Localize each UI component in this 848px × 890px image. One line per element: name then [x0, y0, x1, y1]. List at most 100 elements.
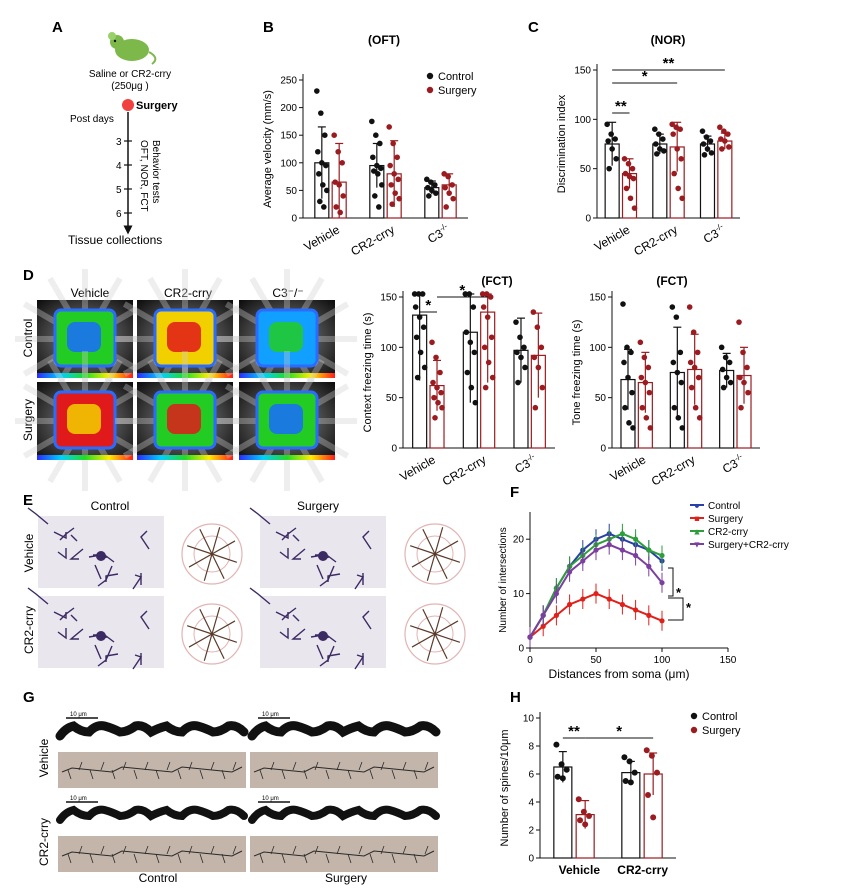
data-point: [433, 354, 439, 361]
treatment-label: Saline or CR2-crry: [89, 69, 171, 80]
data-point: [479, 291, 486, 297]
data-point: [429, 339, 435, 346]
data-point: [580, 558, 586, 564]
data-point: [437, 369, 443, 376]
data-point: [719, 366, 726, 373]
dendrite-stroke: [94, 564, 102, 580]
data-point: [432, 182, 438, 188]
data-point: [675, 185, 681, 192]
spine: [232, 761, 237, 771]
y-tick-label: 0: [585, 214, 591, 225]
legend-marker: ▲: [693, 527, 702, 537]
data-point: [319, 160, 325, 166]
data-point: [622, 404, 628, 411]
data-point: [722, 354, 729, 361]
spine: [155, 853, 160, 864]
trace-shaft: [253, 766, 435, 773]
y-tick-label: 100: [380, 343, 397, 354]
y-tick-label: 200: [280, 103, 297, 114]
data-point: [386, 124, 392, 130]
data-point: [340, 193, 346, 199]
data-point: [580, 596, 586, 602]
data-point: [646, 389, 653, 396]
trace-branch: [426, 633, 436, 661]
data-point: [633, 552, 639, 559]
data-point: [690, 329, 697, 336]
data-point: [669, 121, 675, 128]
legend-marker: [690, 712, 698, 720]
data-point: [538, 344, 545, 351]
y-tick-label: 4: [528, 798, 534, 809]
data-point: [413, 334, 420, 341]
dendrite-stroke: [69, 548, 84, 560]
data-point: [314, 88, 320, 94]
data-point: [646, 612, 652, 618]
data-point: [700, 141, 707, 147]
data-point: [659, 552, 665, 559]
heatmap-blob: [269, 322, 303, 352]
data-point: [417, 349, 424, 356]
legend-label: Control: [708, 501, 740, 512]
data-point: [656, 131, 662, 137]
significance-label: *: [676, 585, 682, 600]
y-tick-label: 0: [391, 444, 397, 455]
post-days-label: Post days: [70, 114, 114, 125]
spine: [122, 761, 127, 771]
surgery-label: Surgery: [136, 100, 178, 112]
significance-label: *: [459, 282, 465, 299]
data-point: [316, 171, 322, 177]
dendrite-shaft: [247, 721, 441, 741]
y-tick-label: 0: [600, 444, 606, 455]
spine: [177, 769, 182, 780]
data-point: [699, 128, 706, 134]
category-label: CR2-crry: [649, 452, 698, 488]
significance-label: *: [425, 297, 431, 314]
y-tick-label: 150: [574, 66, 591, 77]
trace-branch: [422, 608, 436, 635]
dendrite-stroke: [140, 530, 150, 550]
chart-b-oft: 0 50 100 150 200 250 Average velocity (mm/s) (O…: [262, 33, 477, 259]
heatmap-scale: [239, 455, 335, 460]
y-axis-label: Number of spines/10μm: [499, 730, 511, 847]
data-point: [736, 319, 742, 325]
heatmap-blob: [67, 404, 101, 434]
data-point: [424, 176, 430, 183]
data-point: [704, 146, 711, 152]
data-point: [332, 179, 338, 185]
panel-a-timeline: Saline or CR2-crry (250μg ) Surgery Post…: [68, 32, 178, 247]
data-point: [484, 314, 491, 320]
data-point: [388, 182, 394, 188]
legend-marker: [426, 86, 434, 94]
spine: [380, 845, 385, 855]
data-point: [674, 146, 680, 152]
tests-line-2: Behavior tests: [150, 140, 161, 203]
y-tick-label: 150: [380, 293, 397, 304]
data-point: [627, 779, 634, 786]
spine: [424, 845, 429, 855]
data-point: [642, 379, 649, 386]
data-point: [535, 364, 542, 371]
dendrite-stroke: [279, 548, 289, 560]
data-point: [604, 121, 610, 128]
data-point: [633, 536, 639, 542]
data-point: [670, 131, 676, 137]
spine: [199, 853, 204, 864]
soma: [318, 631, 328, 641]
data-point: [333, 204, 339, 210]
trace-branch: [434, 620, 459, 635]
data-point: [707, 138, 714, 144]
trace-branch: [409, 545, 436, 555]
data-point: [627, 195, 634, 202]
spine: [402, 845, 407, 855]
data-point: [659, 580, 665, 586]
spine: [369, 769, 374, 780]
legend-label: Surgery+CR2-crry: [708, 540, 789, 551]
data-point: [745, 389, 751, 396]
data-point: [414, 374, 421, 381]
sholl-ring: [404, 603, 466, 665]
category-label: CR2-crry: [631, 222, 680, 258]
dendrite-stroke: [316, 564, 324, 580]
soma: [96, 551, 106, 561]
data-point: [727, 379, 734, 386]
trace-branch: [434, 553, 461, 563]
